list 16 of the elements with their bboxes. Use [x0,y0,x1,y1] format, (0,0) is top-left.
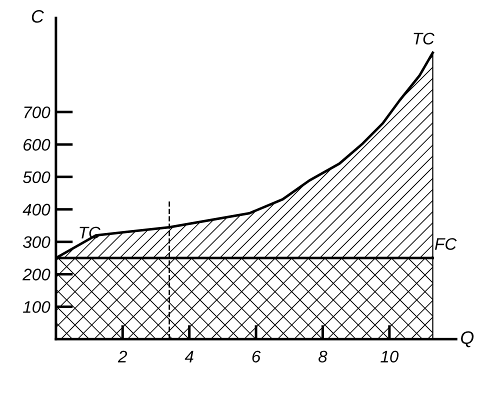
x-tick-label: 10 [380,350,399,363]
y-tick-label: 600 [24,138,50,151]
y-tick-label: 200 [22,268,50,280]
y-tick-label: 400 [22,204,50,216]
x-tick-label: 2 [118,350,128,362]
y-axis-title: C [32,10,44,23]
x-tick-label: 8 [318,350,328,363]
x-tick-label: 4 [184,350,194,362]
y-tick-label: 500 [22,171,50,184]
series-label: FC [434,238,457,250]
y-tick-label: 700 [24,106,50,118]
x-tick-label: 6 [252,350,261,363]
x-axis-title: Q [461,331,474,348]
y-tick-label: 300 [22,236,50,248]
series-label: TC [414,32,435,45]
y-tick-label: 100 [23,301,50,313]
